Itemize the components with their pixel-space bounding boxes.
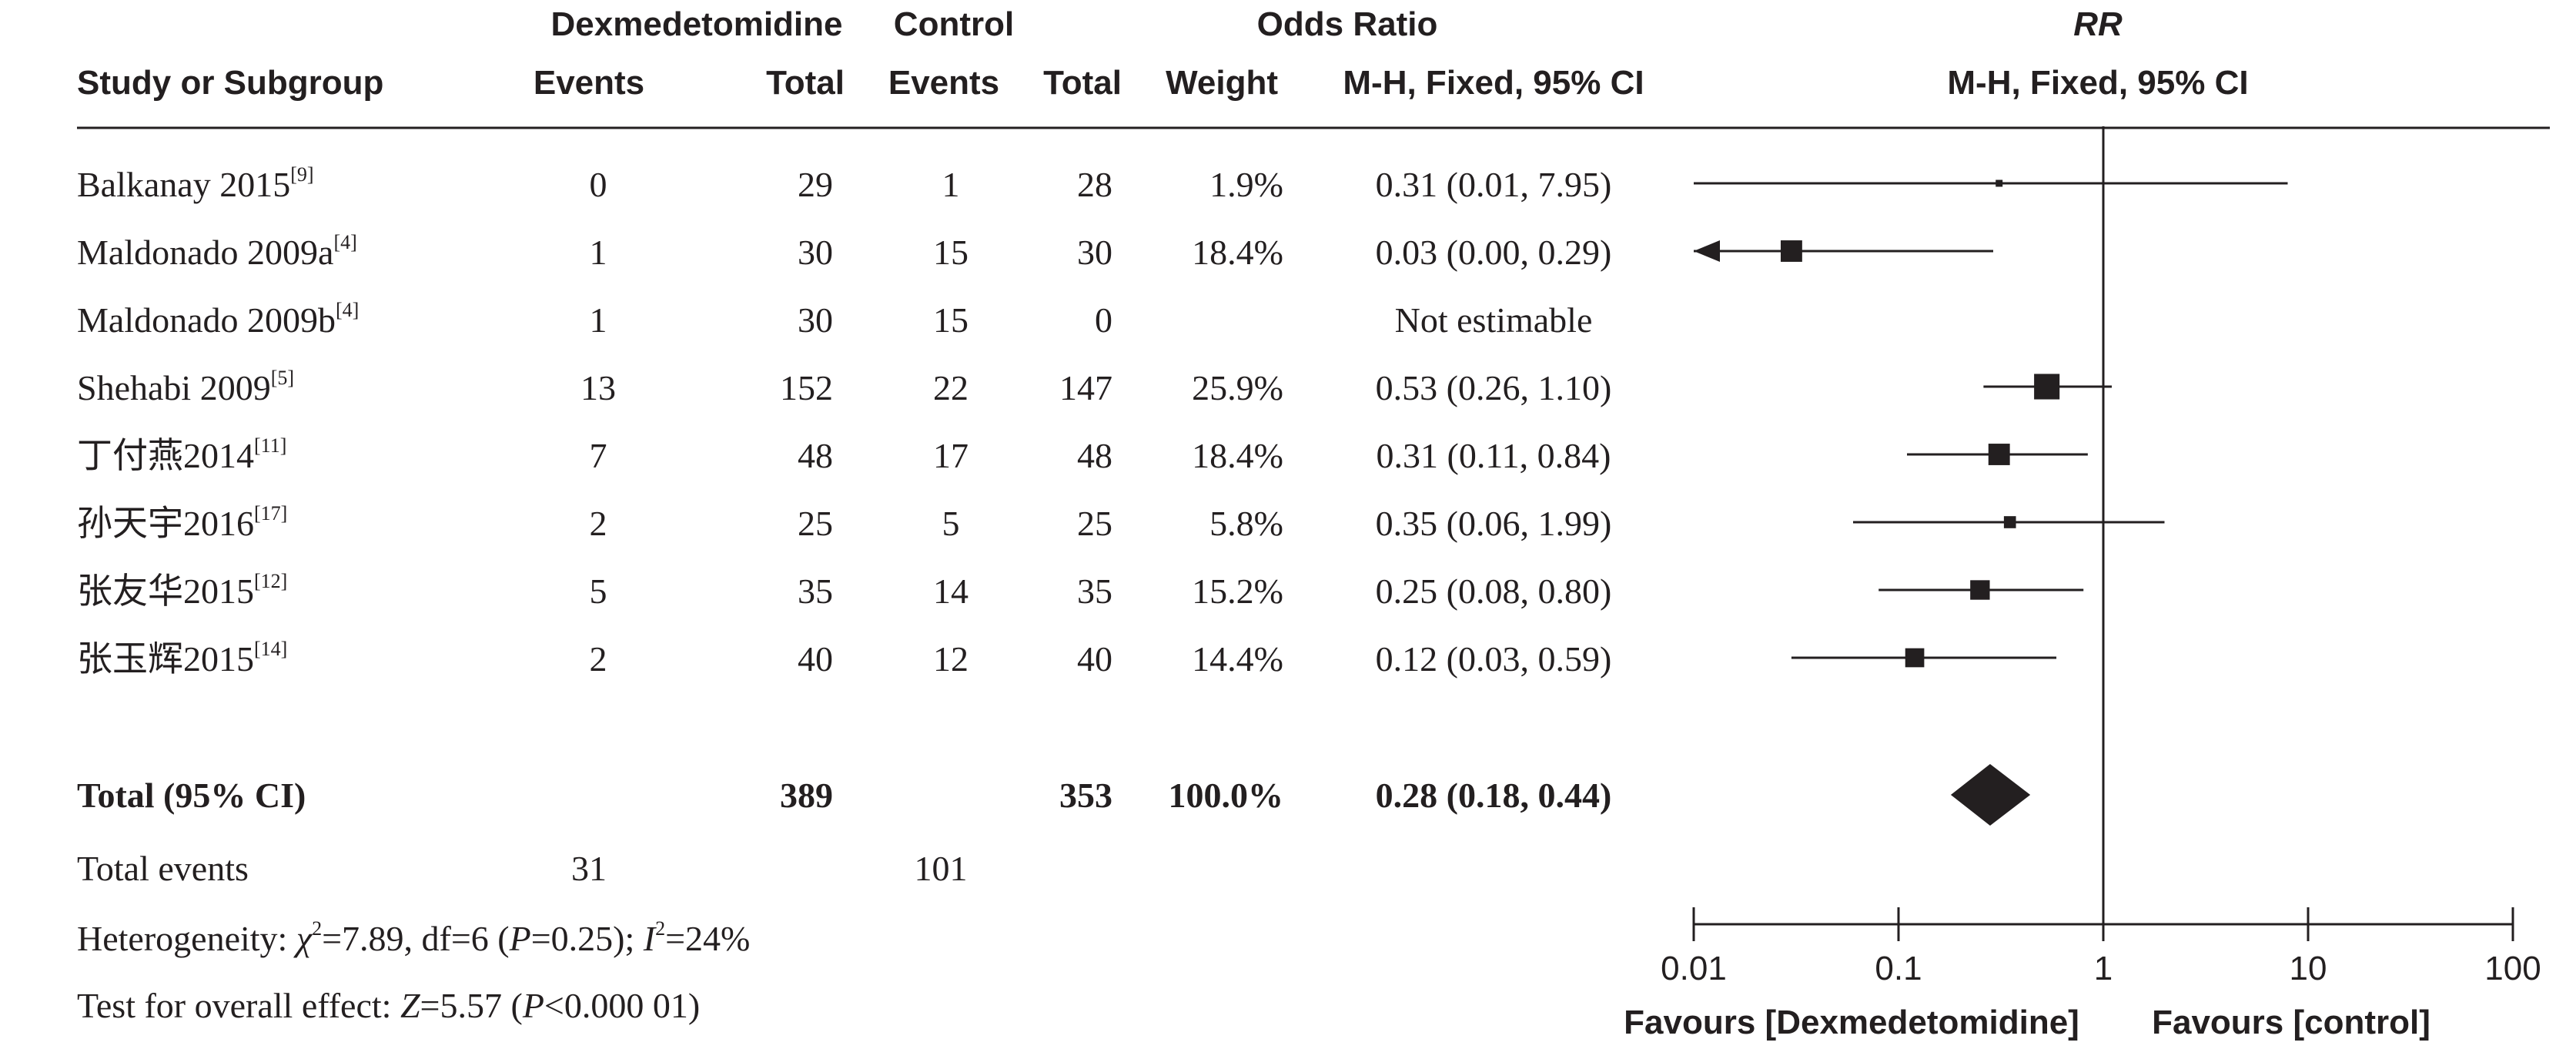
- total-ci: 0.28 (0.18, 0.44): [1375, 776, 1612, 815]
- x-tick-label: 10: [2290, 950, 2327, 987]
- total-control: 28: [1077, 165, 1112, 204]
- study-point: [2034, 374, 2060, 400]
- total-control: 25: [1077, 504, 1112, 543]
- header-total-2: Total: [1043, 64, 1122, 102]
- favours-left: Favours [Dexmedetomidine]: [1624, 1004, 2079, 1041]
- total-dex: 30: [798, 233, 833, 272]
- study-point: [2003, 516, 2016, 528]
- x-tick-label: 100: [2484, 950, 2541, 987]
- heterogeneity-text: Heterogeneity: χ2=7.89, df=6 (P=0.25); I…: [77, 917, 751, 958]
- header-events-1: Events: [533, 64, 645, 102]
- total-t1: 389: [780, 776, 833, 815]
- study-point: [1780, 240, 1802, 262]
- total-weight: 100.0%: [1168, 776, 1284, 815]
- events-dex: 2: [589, 639, 607, 679]
- header-total-1: Total: [766, 64, 845, 102]
- events-dex: 5: [589, 571, 607, 611]
- events-control: 12: [933, 639, 969, 679]
- study-name: 孙天宇2016[17]: [77, 502, 288, 543]
- total-control: 35: [1077, 571, 1112, 611]
- weight-value: 14.4%: [1192, 639, 1283, 679]
- or-ci-value: 0.12 (0.03, 0.59): [1375, 639, 1612, 679]
- study-point: [1905, 648, 1925, 668]
- events-dex: 0: [589, 165, 607, 204]
- header-group2: Control: [893, 5, 1015, 43]
- events-control: 5: [942, 504, 960, 543]
- total-dex: 29: [798, 165, 833, 204]
- overall-effect-text: Test for overall effect: Z=5.57 (P<0.000…: [77, 986, 701, 1025]
- or-ci-value: 0.31 (0.11, 0.84): [1376, 436, 1611, 475]
- favours-right: Favours [control]: [2152, 1004, 2430, 1041]
- header-or-method: M-H, Fixed, 95% CI: [1343, 64, 1644, 102]
- x-tick-label: 0.01: [1661, 950, 1727, 987]
- study-name: Maldonado 2009b[4]: [77, 299, 360, 340]
- events-control: 1: [942, 165, 960, 204]
- events-control: 14: [933, 571, 969, 611]
- or-ci-value: 0.03 (0.00, 0.29): [1375, 233, 1612, 272]
- weight-value: 18.4%: [1192, 233, 1283, 272]
- study-name: 张玉辉2015[14]: [77, 638, 288, 679]
- header-rr-method: M-H, Fixed, 95% CI: [1947, 64, 2249, 102]
- or-ci-value: 0.25 (0.08, 0.80): [1375, 571, 1612, 611]
- study-point: [1996, 179, 2003, 187]
- events-dex: 1: [589, 300, 607, 340]
- weight-value: 5.8%: [1209, 504, 1283, 543]
- or-ci-value: 0.31 (0.01, 7.95): [1375, 165, 1612, 204]
- total-control: 0: [1095, 300, 1112, 340]
- x-tick-label: 0.1: [1875, 950, 1922, 987]
- events-control: 22: [933, 368, 969, 407]
- events-dex: 2: [589, 504, 607, 543]
- events-dex: 13: [580, 368, 616, 407]
- study-name: Shehabi 2009[5]: [77, 367, 295, 407]
- total-label: Total (95% CI): [77, 776, 306, 815]
- total-events-2: 101: [914, 849, 968, 888]
- ci-arrow: [1694, 240, 1720, 262]
- study-name: 丁付燕2014[11]: [77, 434, 287, 475]
- weight-value: 18.4%: [1192, 436, 1283, 475]
- total-control: 48: [1077, 436, 1112, 475]
- study-point: [1988, 444, 2010, 465]
- study-name: Balkanay 2015[9]: [77, 163, 314, 204]
- total-events-1: 31: [571, 849, 607, 888]
- or-ci-value: 0.35 (0.06, 1.99): [1375, 504, 1612, 543]
- events-dex: 1: [589, 233, 607, 272]
- total-dex: 30: [798, 300, 833, 340]
- total-diamond: [1950, 764, 2031, 826]
- header-rr: RR: [2073, 5, 2123, 43]
- header-group1: Dexmedetomidine: [550, 5, 843, 43]
- total-dex: 25: [798, 504, 833, 543]
- total-control: 40: [1077, 639, 1112, 679]
- total-t2: 353: [1059, 776, 1112, 815]
- study-name: Maldonado 2009a[4]: [77, 231, 357, 272]
- x-tick-label: 1: [2094, 950, 2113, 987]
- header-weight: Weight: [1166, 64, 1278, 102]
- study-point: [1970, 580, 1990, 600]
- weight-value: 15.2%: [1192, 571, 1283, 611]
- total-dex: 152: [780, 368, 833, 407]
- total-control: 30: [1077, 233, 1112, 272]
- total-dex: 35: [798, 571, 833, 611]
- events-dex: 7: [589, 436, 607, 475]
- total-control: 147: [1059, 368, 1112, 407]
- events-control: 15: [933, 300, 969, 340]
- weight-value: 25.9%: [1192, 368, 1283, 407]
- total-dex: 40: [798, 639, 833, 679]
- total-dex: 48: [798, 436, 833, 475]
- or-ci-value: 0.53 (0.26, 1.10): [1375, 368, 1612, 407]
- header-events-2: Events: [888, 64, 1000, 102]
- events-control: 15: [933, 233, 969, 272]
- total-events-label: Total events: [77, 849, 249, 888]
- header-study: Study or Subgroup: [77, 64, 384, 102]
- weight-value: 1.9%: [1209, 165, 1283, 204]
- events-control: 17: [933, 436, 969, 475]
- or-ci-value: Not estimable: [1394, 300, 1593, 340]
- header-odds-ratio: Odds Ratio: [1256, 5, 1438, 43]
- study-name: 张友华2015[12]: [77, 570, 288, 611]
